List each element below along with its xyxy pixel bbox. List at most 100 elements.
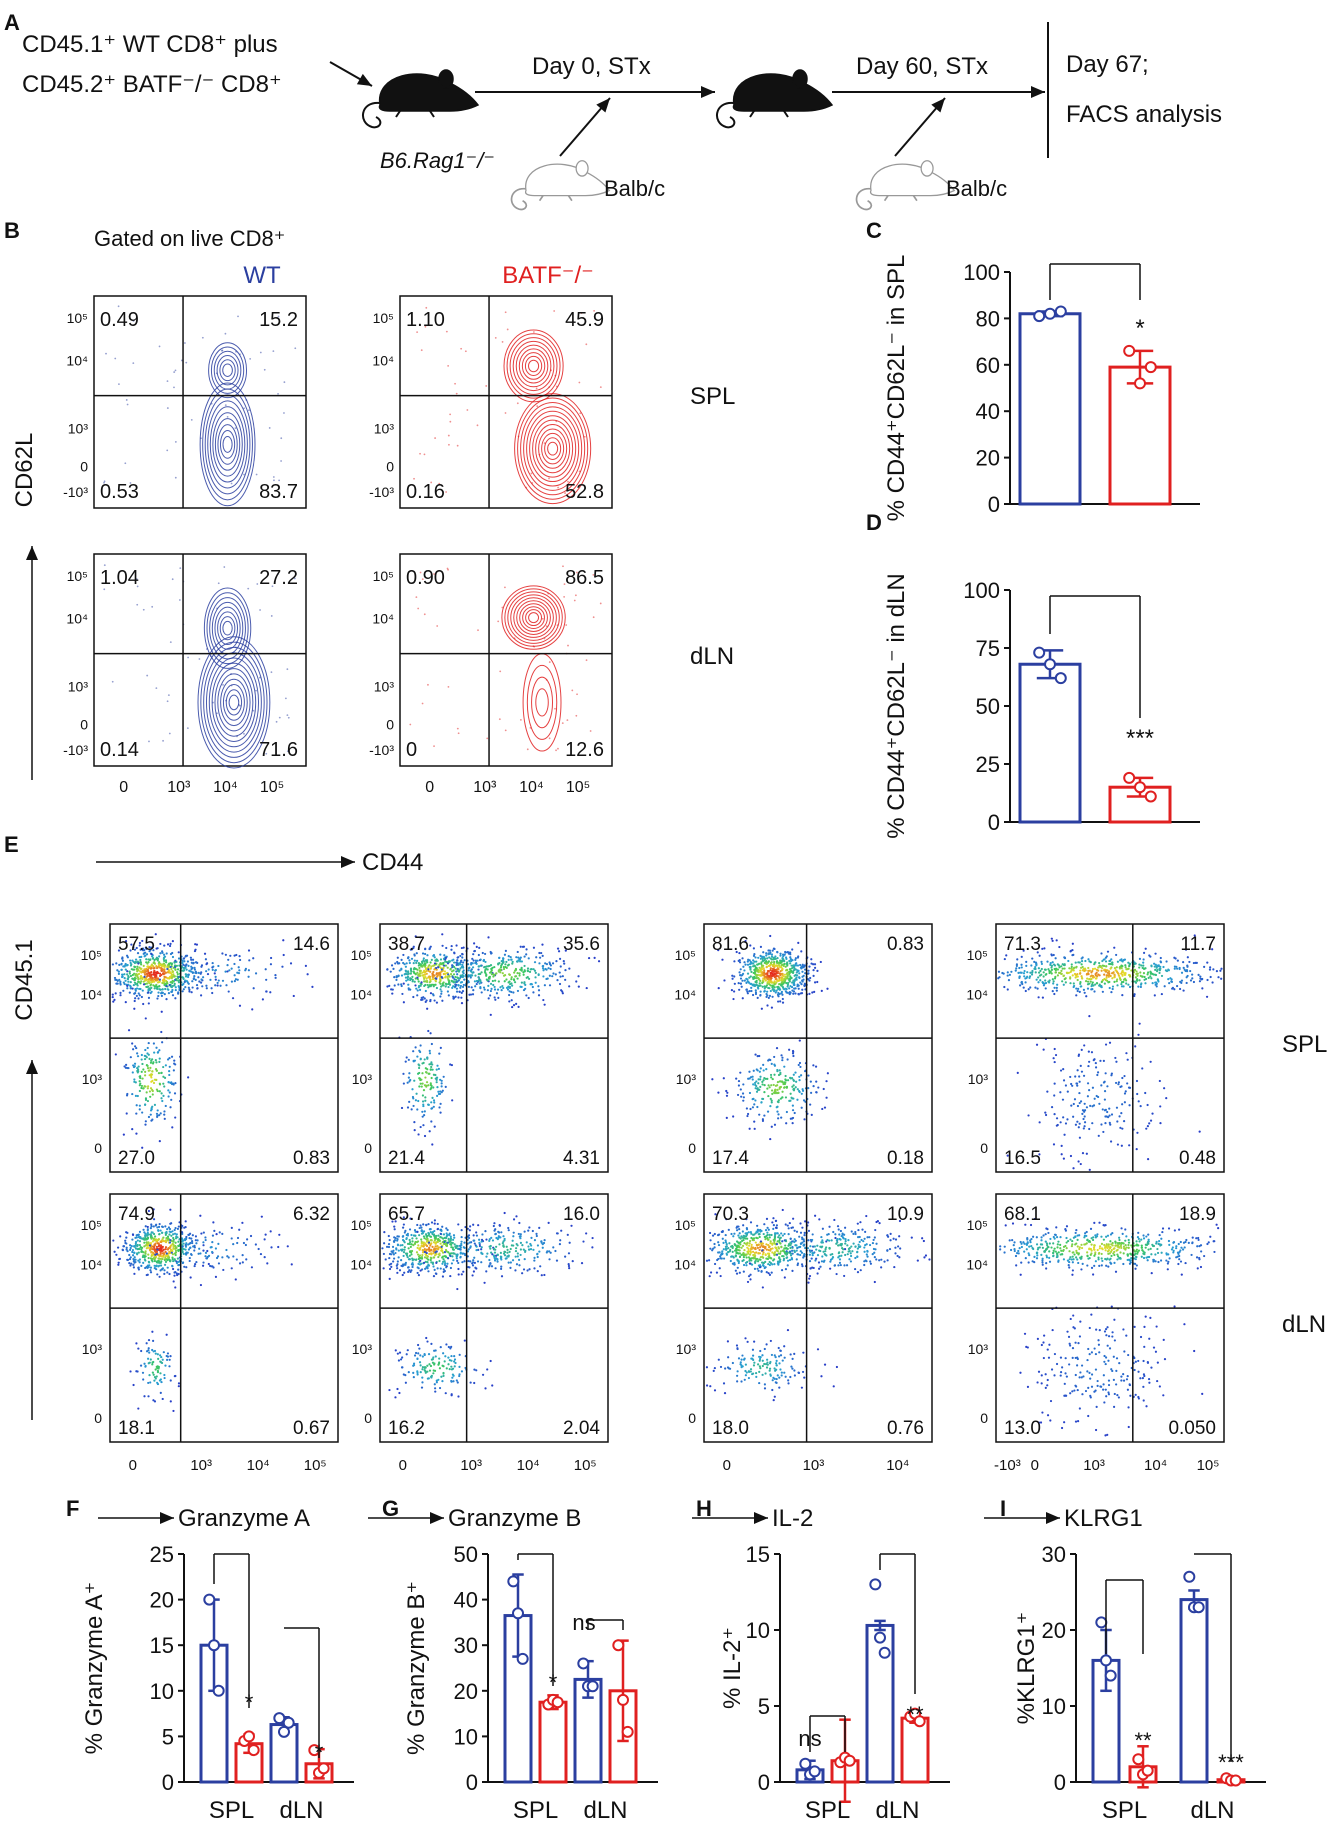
facs-e-spl-granzyme-b-event: [417, 964, 420, 967]
e-ytick: 0: [980, 1140, 988, 1156]
facs-e-spl-granzyme-b-event: [505, 986, 509, 989]
e-ytick: 10⁵: [81, 1217, 102, 1233]
facs-b-wt-dln-q-lr: 71.6: [259, 739, 298, 761]
facs-e-spl-il-2-event: [781, 986, 785, 989]
facs-e-dln-granzyme-a-event: [207, 1262, 210, 1266]
donor-text-line2: CD45.2⁺ BATF⁻/⁻ CD8⁺: [22, 71, 282, 98]
facs-e-spl-granzyme-a-event: [311, 985, 314, 988]
facs-b-wt-dln-q-ul: 1.04: [100, 567, 139, 589]
facs-e-spl-il-2-event: [777, 1117, 780, 1120]
facs-e-spl-granzyme-b-event: [460, 946, 463, 950]
facs-e-spl-klrg1-event: [1044, 987, 1047, 990]
facs-e-spl-il-2-event: [760, 1101, 763, 1104]
facs-e-spl-granzyme-b-event: [386, 968, 389, 971]
facs-e-spl-klrg1-event: [1146, 1157, 1150, 1161]
b-xtick: 0: [425, 779, 434, 796]
facs-e-spl-il-2-event: [798, 1079, 801, 1082]
facs-e-spl-il-2-event: [794, 992, 797, 995]
facs-e-dln-granzyme-a-event: [165, 1358, 169, 1361]
facs-e-dln-granzyme-a-event: [164, 1364, 167, 1367]
facs-e-spl-granzyme-b-event: [421, 1094, 425, 1097]
facs-e-spl-granzyme-a-event: [141, 970, 144, 974]
facs-e-spl-granzyme-b-event: [425, 977, 428, 980]
facs-e-spl-klrg1-event: [1111, 977, 1114, 980]
facs-e-spl-klrg1-event: [1087, 1050, 1090, 1053]
facs-e-spl-klrg1-event: [1089, 961, 1092, 964]
facs-b-wt-spl-dot: [248, 409, 250, 412]
facs-e-spl-granzyme-a-event: [164, 1064, 167, 1067]
facs-e-spl-klrg1-event: [1067, 971, 1071, 974]
facs-e-spl-il-2-event: [748, 1070, 751, 1073]
facs-e-spl-granzyme-a-event: [170, 981, 173, 984]
facs-e-spl-klrg1-event: [1052, 953, 1055, 957]
facs-e-spl-klrg1-event: [1160, 974, 1164, 978]
facs-b-wt-spl-contour: [207, 400, 248, 489]
facs-e-dln-granzyme-a-event: [163, 1269, 166, 1272]
facs-e-spl-granzyme-b-event: [469, 993, 473, 996]
facs-e-spl-klrg1-event: [1149, 975, 1152, 978]
panel-letter-D: D: [866, 510, 882, 535]
facs-b-ko-dln-dot: [562, 565, 564, 568]
facs-e-dln-granzyme-a-event: [144, 1266, 147, 1270]
facs-e-spl-klrg1-event: [1088, 982, 1091, 985]
facs-e-spl-klrg1-event: [1046, 960, 1049, 963]
facs-e-spl-granzyme-a-event: [147, 1041, 150, 1045]
facs-e-spl-granzyme-b-event: [508, 973, 511, 976]
facs-e-spl-granzyme-a-event: [149, 1113, 152, 1116]
facs-e-spl-granzyme-b-event: [593, 956, 596, 959]
facs-e-spl-klrg1-event: [1077, 1126, 1080, 1129]
facs-e-spl-granzyme-b-event: [411, 980, 414, 983]
facs-e-spl-il-2-event: [773, 1063, 776, 1066]
facs-e-spl-il-2-event: [756, 986, 760, 989]
facs-e-dln-granzyme-a-event: [143, 1231, 146, 1234]
facs-e-spl-klrg1-event: [1071, 948, 1074, 952]
facs-e-spl-il-2-event: [766, 977, 769, 980]
facs-e-spl-il-2-event: [756, 1069, 759, 1072]
facs-e-spl-granzyme-a-event: [163, 1117, 166, 1120]
balbc-label-2: Balb/c: [946, 176, 1007, 201]
facs-e-spl-il-2-event: [748, 1127, 751, 1130]
facs-e-dln-granzyme-a-event: [169, 1400, 172, 1403]
facs-e-spl-klrg1-event: [1025, 964, 1028, 967]
facs-e-spl-granzyme-a-event: [165, 998, 168, 1001]
facs-b-ko-spl-contour: [523, 406, 583, 491]
facs-e-spl-granzyme-a-event: [142, 980, 145, 983]
facs-e-dln-granzyme-a-event: [193, 1249, 196, 1252]
facs-e-spl-il-2-event: [766, 957, 769, 960]
facs-e-spl-granzyme-b-event: [537, 985, 540, 988]
facs-e-spl-klrg1-event: [1134, 1045, 1137, 1048]
facs-e-spl-granzyme-a-event: [146, 1099, 150, 1103]
facs-e-spl-klrg1-event: [1141, 1067, 1144, 1070]
facs-e-spl-granzyme-b-event: [424, 1096, 427, 1099]
facs-e-spl-klrg1-event: [1080, 963, 1083, 966]
facs-e-dln-granzyme-a-event: [160, 1231, 164, 1234]
facs-e-spl-granzyme-b-event: [477, 973, 480, 976]
facs-e-spl-klrg1-event: [1168, 982, 1171, 985]
facs-e-spl-granzyme-a-event: [238, 1004, 242, 1007]
facs-b-wt-dln-q-ll: 0.14: [100, 739, 139, 761]
facs-e-spl-il-2-event: [746, 1112, 750, 1116]
facs-e-spl-granzyme-b-event: [429, 999, 432, 1003]
facs-e-dln-granzyme-a-event: [212, 1221, 215, 1224]
facs-e-spl-klrg1-event: [1088, 1127, 1091, 1131]
facs-e-spl-granzyme-b-event: [471, 971, 474, 974]
facs-e-spl-klrg1-event: [1159, 956, 1162, 960]
facs-e-dln-granzyme-a-event: [177, 1382, 181, 1385]
facs-e-spl-granzyme-b-event: [441, 944, 444, 947]
facs-e-dln-granzyme-a-event: [173, 1228, 176, 1232]
facs-e-dln-granzyme-a-event: [137, 1407, 140, 1410]
facs-e-spl-klrg1-event: [1093, 967, 1097, 970]
facs-e-spl-il-2-event: [768, 980, 771, 983]
facs-b-wt-spl-contour: [216, 354, 239, 386]
facs-e-spl-granzyme-b-event: [411, 975, 414, 978]
facs-e-spl-il-2-event: [785, 991, 788, 994]
facs-e-spl-granzyme-b-event: [541, 967, 545, 970]
facs-e-spl-granzyme-a-event: [181, 961, 184, 965]
facs-e-spl-granzyme-a-event: [127, 1029, 131, 1032]
facs-e-spl-klrg1-event: [1143, 978, 1146, 981]
facs-e-spl-klrg1-event: [1054, 969, 1057, 972]
facs-e-spl-klrg1-event: [1064, 1122, 1068, 1125]
facs-e-dln-granzyme-a-event: [149, 1266, 153, 1269]
facs-e-spl-il-2-event: [801, 963, 804, 966]
donor-arrow-head: [356, 73, 372, 86]
